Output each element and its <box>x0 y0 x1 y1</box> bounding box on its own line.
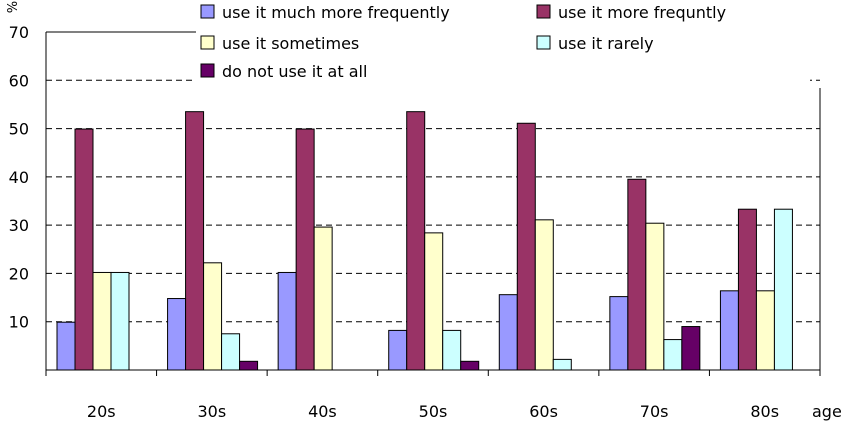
bar <box>295 128 315 371</box>
y-tick-label: 40 <box>9 168 29 187</box>
bar <box>627 178 647 371</box>
bar <box>609 296 629 371</box>
bar <box>221 333 241 371</box>
bar <box>406 111 426 371</box>
x-tick-label: 40s <box>308 402 337 421</box>
legend-label: use it more frequntly <box>558 3 726 22</box>
bar <box>313 226 333 371</box>
bar <box>516 122 536 371</box>
legend-swatch <box>200 35 215 50</box>
bar <box>110 271 130 371</box>
legend-swatch <box>536 35 551 50</box>
bar <box>498 294 518 371</box>
bar <box>773 208 793 371</box>
bar <box>719 290 739 371</box>
bar <box>74 128 94 371</box>
x-tick-labels: 20s 30s 40s 50s 60s 70s 80s <box>87 402 779 421</box>
bar <box>645 222 665 371</box>
bar <box>388 329 408 371</box>
y-tick-label: 30 <box>9 216 29 235</box>
legend-swatch <box>536 4 551 19</box>
legend-label: use it sometimes <box>222 34 359 53</box>
x-tick-label: 70s <box>640 402 669 421</box>
bar <box>277 271 297 371</box>
y-tick-label: 50 <box>9 120 29 139</box>
bar <box>424 232 444 371</box>
bars <box>56 111 793 371</box>
bar <box>755 290 775 371</box>
y-tick-label: 60 <box>9 71 29 90</box>
bar <box>552 358 572 371</box>
bar <box>203 262 223 371</box>
bar <box>56 321 76 371</box>
bar <box>663 339 683 371</box>
x-axis-label: age <box>812 402 842 421</box>
y-tick-label: 20 <box>9 264 29 283</box>
bar <box>167 298 187 371</box>
legend-label: do not use it at all <box>222 62 367 81</box>
x-tick-label: 20s <box>87 402 116 421</box>
y-tick-label: 70 <box>9 23 29 42</box>
bar <box>460 360 480 371</box>
x-tick-label: 30s <box>198 402 227 421</box>
y-tick-labels: 10 20 30 40 50 60 70 <box>9 23 29 332</box>
bar <box>239 360 259 371</box>
legend-label: use it much more frequently <box>222 3 450 22</box>
bar <box>534 219 554 371</box>
axes <box>45 32 821 376</box>
legend-swatch <box>200 4 215 19</box>
bar <box>185 111 205 371</box>
legend-swatch <box>200 63 215 78</box>
x-tick-label: 60s <box>529 402 558 421</box>
bar <box>737 208 757 371</box>
legend: use it much more frequently use it more f… <box>196 0 810 88</box>
legend-background <box>196 0 810 88</box>
bar <box>681 326 701 371</box>
x-tick-label: 80s <box>750 402 779 421</box>
x-tick-label: 50s <box>419 402 448 421</box>
bar <box>92 271 112 371</box>
y-tick-label: 10 <box>9 313 29 332</box>
legend-label: use it rarely <box>558 34 654 53</box>
bar <box>442 329 462 371</box>
y-axis-label: % <box>3 1 18 13</box>
